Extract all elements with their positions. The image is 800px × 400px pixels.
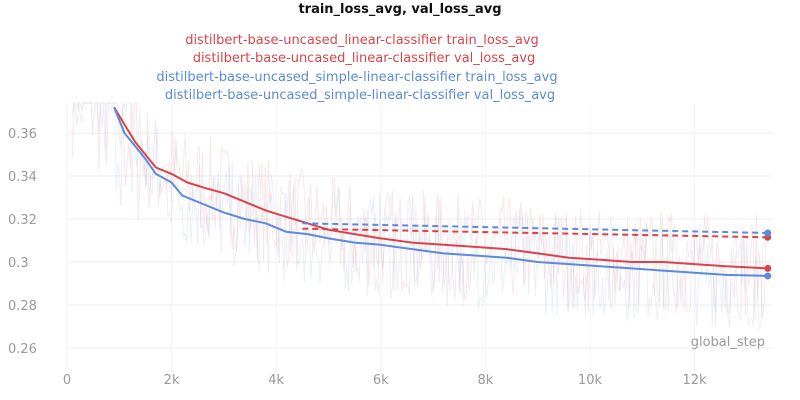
series-end-point-2: [764, 272, 772, 280]
y-axis-ticks: 0.26 0.28 0.3 0.32 0.34 0.36: [8, 127, 37, 357]
x-tick-label: 0: [63, 373, 71, 388]
raw-noise-line: [71, 102, 768, 329]
series-end-point-3: [764, 229, 772, 237]
grid-lines: [66, 103, 773, 378]
x-tick-label: 8k: [477, 373, 493, 388]
x-tick-label: 4k: [268, 373, 284, 388]
x-tick-label: 12k: [683, 373, 708, 388]
y-tick-label: 0.26: [8, 342, 37, 357]
legend-item-simple-val: distilbert-base-uncased_simple-linear-cl…: [165, 88, 555, 103]
x-tick-label: 10k: [578, 373, 603, 388]
series-line-2: [113, 106, 768, 277]
series-end-point-0: [764, 264, 772, 272]
legend-item-simple-train: distilbert-base-uncased_simple-linear-cl…: [156, 70, 557, 85]
legend-item-linear-train: distilbert-base-uncased_linear-classifie…: [185, 33, 539, 48]
y-tick-label: 0.28: [8, 299, 37, 314]
legend: distilbert-base-uncased_linear-classifie…: [156, 33, 557, 103]
y-tick-label: 0.34: [8, 170, 37, 185]
series-line-1: [302, 227, 768, 239]
raw-loss-noise: [71, 102, 768, 329]
y-tick-label: 0.32: [8, 213, 37, 228]
series-line-3: [302, 222, 768, 234]
series-lines: [113, 106, 772, 280]
x-tick-label: 2k: [164, 373, 180, 388]
x-tick-label: 6k: [373, 373, 389, 388]
legend-item-linear-val: distilbert-base-uncased_linear-classifie…: [193, 51, 536, 66]
raw-noise-line: [71, 102, 768, 321]
series-line-0: [113, 106, 768, 270]
x-axis-label: global_step: [691, 335, 765, 350]
chart-title: train_loss_avg, val_loss_avg: [298, 2, 501, 17]
y-tick-label: 0.36: [8, 127, 37, 142]
x-axis-ticks: 0 2k 4k 6k 8k 10k 12k: [63, 373, 707, 388]
y-tick-label: 0.3: [8, 256, 29, 271]
